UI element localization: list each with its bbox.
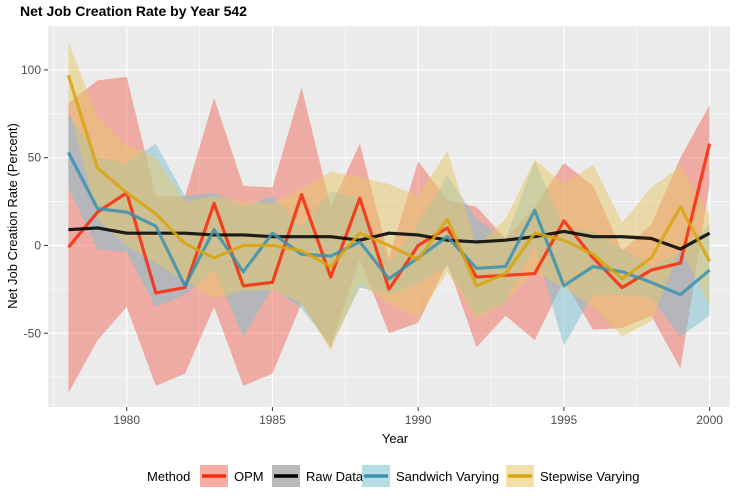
- confidence-bands: [68, 41, 710, 393]
- y-tick-label: 0: [34, 238, 41, 252]
- x-tick-label: 2000: [696, 413, 723, 427]
- confidence-band-0: [68, 76, 710, 393]
- legend-title: Method: [147, 469, 190, 484]
- y-tick-label: 100: [21, 63, 41, 77]
- series-line-2: [66, 151, 711, 297]
- legend-label-0: OPM: [234, 469, 264, 484]
- series-lines: [66, 74, 712, 297]
- chart-title: Net Job Creation Rate by Year 542: [20, 3, 247, 19]
- y-tick-label: -50: [24, 326, 42, 340]
- series-line-3: [66, 74, 712, 288]
- x-tick-label: 1985: [259, 413, 286, 427]
- x-axis-title: Year: [382, 431, 409, 446]
- y-axis-title: Net Job Creation Rate (Percent): [5, 123, 20, 309]
- y-axis: -50 0 50 100: [21, 63, 48, 340]
- y-tick-label: 50: [28, 151, 42, 165]
- legend-label-3: Stepwise Varying: [540, 469, 639, 484]
- legend-label-1: Raw Data: [306, 469, 364, 484]
- legend-label-2: Sandwich Varying: [396, 469, 499, 484]
- x-tick-label: 1995: [551, 413, 578, 427]
- legend: Method OPM Raw Data Sandwich Varying Stepwi…: [147, 465, 639, 487]
- x-axis: 1980 1985 1990 1995 2000: [113, 407, 723, 427]
- x-tick-label: 1990: [405, 413, 432, 427]
- confidence-band-3: [68, 41, 710, 351]
- x-tick-label: 1980: [113, 413, 140, 427]
